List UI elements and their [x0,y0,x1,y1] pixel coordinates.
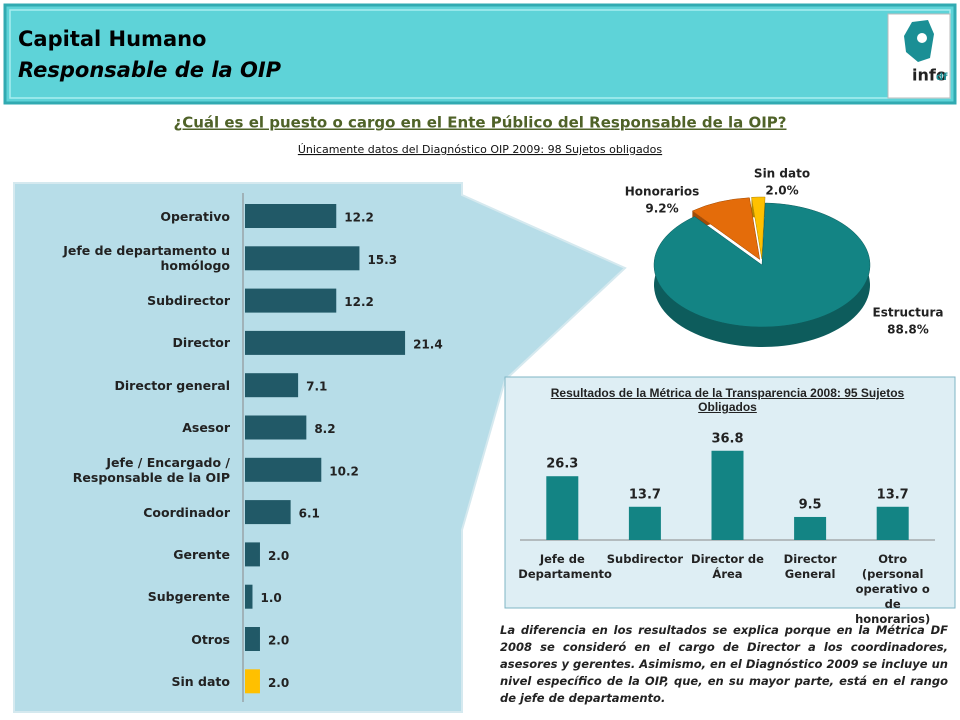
question: ¿Cuál es el puesto o cargo en el Ente Pú… [174,114,787,132]
slide-subtitle: Responsable de la OIP [18,58,282,82]
logo-suffix: df [936,72,948,83]
bar [245,246,360,271]
chart-title: Resultados de la Métrica de la Transpare… [550,386,905,414]
slice-label: Honorarios [625,185,700,199]
value-label: 13.7 [629,487,661,502]
category-label: Asesor [182,420,230,435]
value-label: 26.3 [546,457,578,472]
value-label: 21.4 [413,337,443,351]
category-label: Coordinador [143,504,230,520]
bar [245,204,337,228]
bar [711,450,744,540]
bar [245,373,299,398]
category-label: Jefe / Encargado / Responsable de la OIP [72,454,230,485]
slice-value: 2.0% [765,184,798,198]
pie-slice [751,196,766,260]
category-label: Director [172,335,230,351]
category-label: Subdirector [606,552,683,566]
logo-dot [917,33,927,43]
logo-text: info [912,66,947,85]
slice-label: Sin dato [754,167,810,181]
value-label: 15.3 [367,253,397,267]
category-label: Jefe de departamento u homólogo [63,243,230,274]
bar [794,516,827,540]
category-label: Jefe de Departamento [518,552,612,581]
pie-slice [691,197,761,260]
category-label: Subdirector [147,293,230,309]
slice-value: 9.2% [645,202,678,216]
value-label: 2.0 [268,549,289,563]
value-label: 1.0 [260,591,281,605]
slide-title: Capital Humano [18,27,207,51]
value-label: 2.0 [268,634,289,648]
category-label: Operativo [160,208,230,224]
value-label: 2.0 [268,676,289,690]
category-label: Otros [191,631,230,647]
value-label: 10.2 [329,464,359,478]
bar [245,669,260,694]
category-label: Director general [114,377,230,393]
source-note: Únicamente datos del Diagnóstico OIP 200… [298,143,663,156]
category-label: Director de Área [691,552,764,581]
value-label: 13.7 [877,487,909,502]
slice-label: Estructura [873,306,944,320]
value-label: 12.2 [344,211,374,225]
value-label: 7.1 [306,380,327,394]
pie-slice [653,202,871,328]
bar [245,627,260,651]
bar [628,506,661,540]
value-label: 36.8 [711,431,743,446]
value-label: 8.2 [314,422,335,436]
slice-value: 88.8% [887,323,929,337]
category-label: Sin dato [171,673,230,689]
category-label: Subgerente [147,589,230,605]
bar [245,330,406,355]
bar [245,457,322,482]
header-box [3,3,957,105]
bar [245,584,253,609]
bar [876,506,909,540]
explanation: La diferencia en los resultados se expli… [500,623,948,705]
value-label: 6.1 [299,507,320,521]
bar [245,542,260,567]
category-label: Gerente [173,546,230,562]
category-label: Director General [783,552,837,581]
value-label: 12.2 [344,295,374,309]
value-label: 9.5 [799,497,822,512]
bar [245,288,337,313]
bar [245,415,307,440]
bar [546,476,579,540]
category-label: Otro (personal operativo o de honorarios… [855,552,931,626]
bar [245,500,291,525]
